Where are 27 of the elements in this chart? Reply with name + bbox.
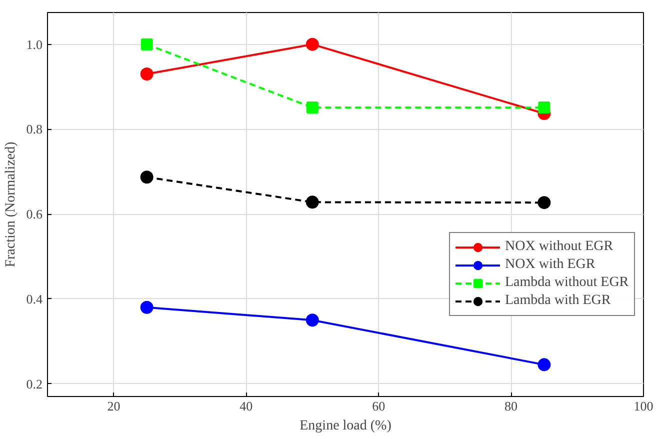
point [140,170,154,184]
point [140,68,154,81]
y-axis-title: Fraction (Normalized) [3,141,18,268]
y-tick-label: 0.8 [26,122,42,137]
x-tick-label: 40 [240,398,253,414]
point [306,102,318,114]
point [306,314,319,327]
x-tick-label: 20 [107,398,120,414]
point [538,358,551,372]
y-tick-label: 0.4 [26,291,43,306]
point [140,300,154,314]
legend-label: Lambda without EGR [505,274,629,292]
x-tick-label: 100 [634,398,654,414]
point [306,38,319,51]
legend-label: Lambda with EGR [505,292,611,310]
y-tick-label: 1.0 [26,36,42,52]
legend-label: NOX with EGR [505,256,596,274]
point [538,102,550,114]
x-tick-label: 80 [504,398,518,414]
y-tick-label: 0.2 [26,376,42,392]
legend-label: NOX without EGR [505,238,614,256]
point [306,196,319,209]
point [538,196,551,210]
x-tick-label: 60 [372,398,386,414]
y-tick-label: 0.6 [26,206,43,222]
point [140,38,153,50]
x-axis-title: Engine load (%) [300,418,392,434]
